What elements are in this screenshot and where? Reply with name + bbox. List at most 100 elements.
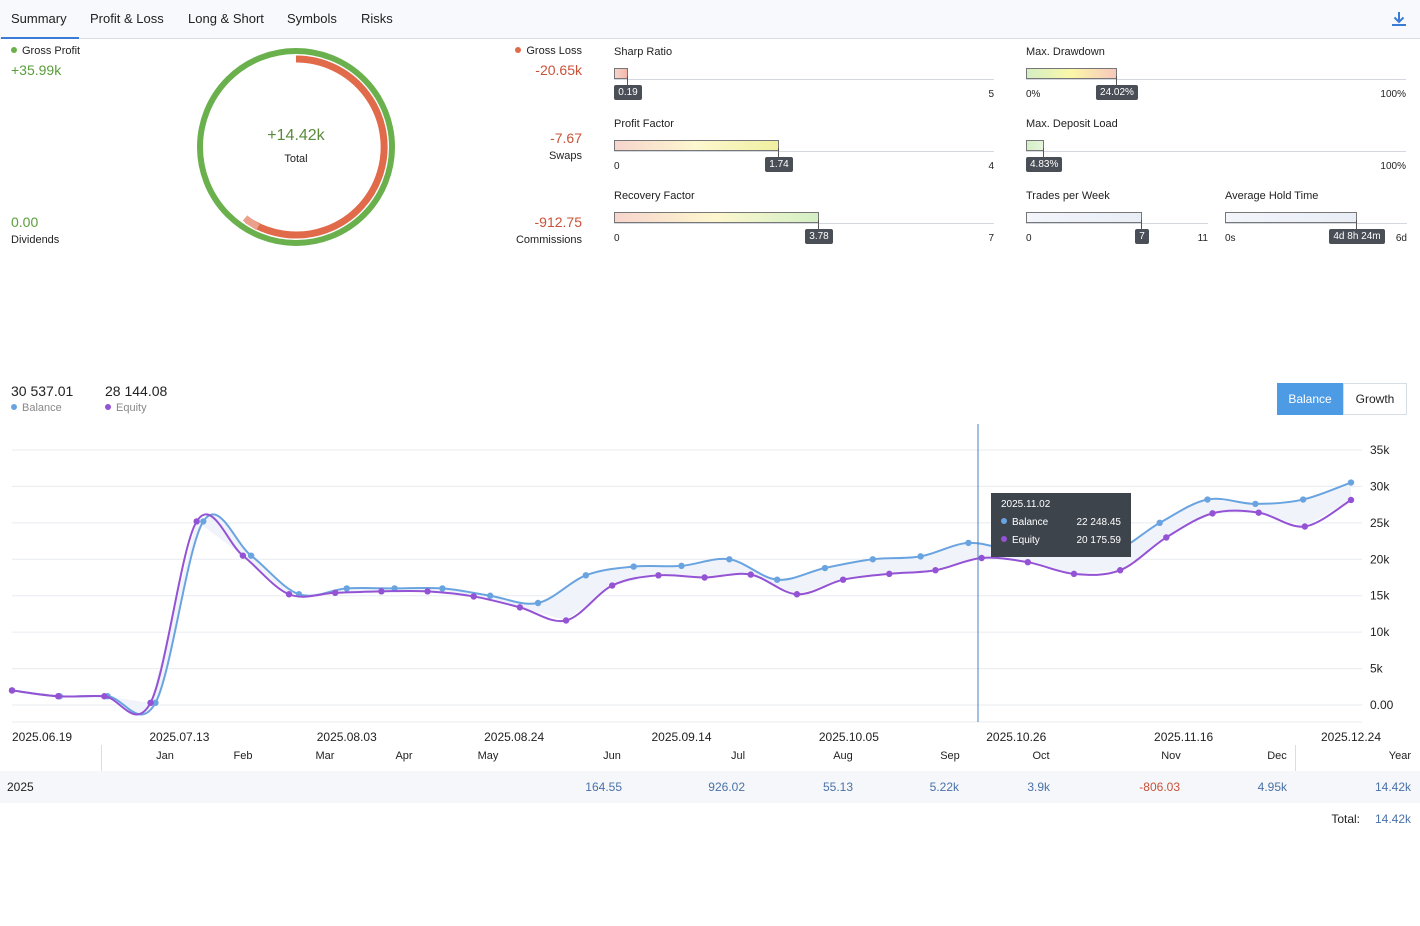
tab-profit-loss[interactable]: Profit & Loss: [90, 11, 164, 26]
equity-point: [8, 687, 16, 694]
equity-point: [1024, 559, 1031, 566]
balance-point: [582, 572, 590, 579]
equity-point: [147, 699, 154, 707]
x-tick-label: 2025.10.26: [986, 730, 1046, 744]
month-header: Sep: [940, 750, 960, 762]
tooltip-balance-label: Balance: [1012, 517, 1049, 528]
month-header: Aug: [833, 750, 853, 762]
month-header: Feb: [233, 750, 253, 762]
tab-summary[interactable]: Summary: [1, 11, 79, 39]
balance-point: [1299, 496, 1307, 503]
hold-time-max-label: 6d: [1395, 233, 1407, 244]
total-label: Total:: [1331, 812, 1360, 826]
year-total-value: 14.42k: [1374, 780, 1411, 794]
profit-dot-icon: [11, 47, 17, 53]
equity-current-value: 28 144.08: [105, 383, 168, 399]
swaps-label: Swaps: [548, 150, 582, 162]
balance-point: [343, 585, 350, 592]
month-value-cell: 55.13: [822, 780, 853, 794]
drawdown-title: Max. Drawdown: [1026, 46, 1105, 58]
recovery-marker: [818, 220, 819, 234]
recovery-value-badge: 3.78: [805, 229, 833, 244]
balance-point: [869, 556, 876, 563]
table-row: [0, 771, 1420, 803]
month-value-cell: 926.02: [708, 780, 745, 794]
gross-profit-value: +35.99k: [11, 62, 62, 78]
balance-point: [439, 585, 446, 592]
equity-legend: Equity: [105, 402, 147, 414]
deposit-load-title: Max. Deposit Load: [1026, 118, 1118, 130]
recovery-min-label: 0: [614, 233, 620, 244]
month-header: Jun: [603, 750, 621, 762]
dividends-value: 0.00: [11, 214, 39, 230]
trades-week-track: [1026, 223, 1208, 224]
equity-point: [655, 572, 662, 579]
deposit-load-track: [1026, 151, 1406, 152]
tooltip-equity-dot-icon: [1001, 536, 1007, 542]
y-tick-label: 35k: [1370, 443, 1390, 457]
deposit-load-value-badge: 4.83%: [1026, 157, 1063, 172]
sharp-bar: [614, 68, 628, 79]
equity-point: [886, 570, 893, 578]
row-year-label: 2025: [7, 780, 34, 794]
equity-point: [101, 693, 108, 700]
total-value: +14.42k: [267, 127, 325, 144]
y-tick-label: 10k: [1370, 625, 1390, 639]
hold-time-min-label: 0s: [1225, 233, 1236, 244]
equity-point: [239, 552, 247, 559]
sharp-max-label: 5: [988, 89, 994, 100]
trades-week-min-label: 0: [1026, 233, 1032, 244]
deposit-load-marker: [1043, 148, 1044, 162]
profit-factor-min-label: 0: [614, 161, 620, 172]
growth-toggle-button[interactable]: Growth: [1343, 383, 1407, 415]
gross-loss-label: Gross Loss: [482, 45, 582, 57]
month-value-cell: -806.03: [1139, 780, 1180, 794]
year-header: Year: [1388, 750, 1411, 762]
equity-dot-icon: [105, 404, 111, 410]
balance-legend: Balance: [11, 402, 62, 414]
equity-point: [378, 588, 385, 595]
series-gap-area: [12, 482, 1351, 715]
sharp-title: Sharp Ratio: [614, 46, 673, 58]
drawdown-min-label: 0%: [1026, 89, 1041, 100]
profit-factor-title: Profit Factor: [614, 118, 674, 130]
recovery-track: [614, 223, 994, 224]
tooltip-date: 2025.11.02: [1001, 499, 1051, 510]
tab-symbols[interactable]: Symbols: [287, 11, 337, 26]
balance-point: [1156, 519, 1163, 527]
equity-point: [978, 554, 985, 562]
sharp-marker: [627, 76, 628, 90]
equity-point: [516, 604, 524, 611]
month-header: Dec: [1267, 750, 1287, 762]
balance-point: [1252, 500, 1259, 508]
y-tick-label: 0.00: [1370, 698, 1394, 712]
profit-factor-max-label: 4: [988, 161, 994, 172]
trades-week-max-label: 11: [1197, 233, 1208, 244]
tab-risks[interactable]: Risks: [361, 11, 393, 26]
download-icon[interactable]: [1390, 10, 1408, 28]
tooltip-balance-value: 22 248.45: [1076, 517, 1122, 528]
balance-toggle-button[interactable]: Balance: [1277, 383, 1343, 415]
profit-factor-marker: [778, 148, 779, 162]
y-tick-label: 15k: [1370, 589, 1390, 603]
y-tick-label: 30k: [1370, 479, 1390, 493]
equity-point: [54, 693, 62, 700]
month-header: Jan: [156, 750, 174, 762]
hold-time-value-badge: 4d 8h 24m: [1329, 229, 1385, 244]
hold-time-title: Average Hold Time: [1225, 190, 1319, 202]
equity-point: [332, 589, 339, 596]
month-value-cell: 4.95k: [1257, 780, 1287, 794]
profit-ring: [197, 48, 395, 246]
swaps-value: -7.67: [550, 130, 582, 146]
tab-bar: Summary Profit & Loss Long & Short Symbo…: [0, 0, 1420, 39]
trades-week-title: Trades per Week: [1026, 190, 1110, 202]
balance-dot-icon: [11, 404, 17, 410]
equity-point: [839, 576, 847, 583]
balance-point: [200, 518, 207, 525]
drawdown-marker: [1116, 76, 1117, 90]
profit-factor-value-badge: 1.74: [765, 157, 793, 172]
tooltip-equity-label: Equity: [1012, 535, 1040, 546]
tab-long-short[interactable]: Long & Short: [188, 11, 264, 26]
x-tick-label: 2025.07.13: [149, 730, 209, 744]
recovery-bar: [614, 212, 819, 223]
